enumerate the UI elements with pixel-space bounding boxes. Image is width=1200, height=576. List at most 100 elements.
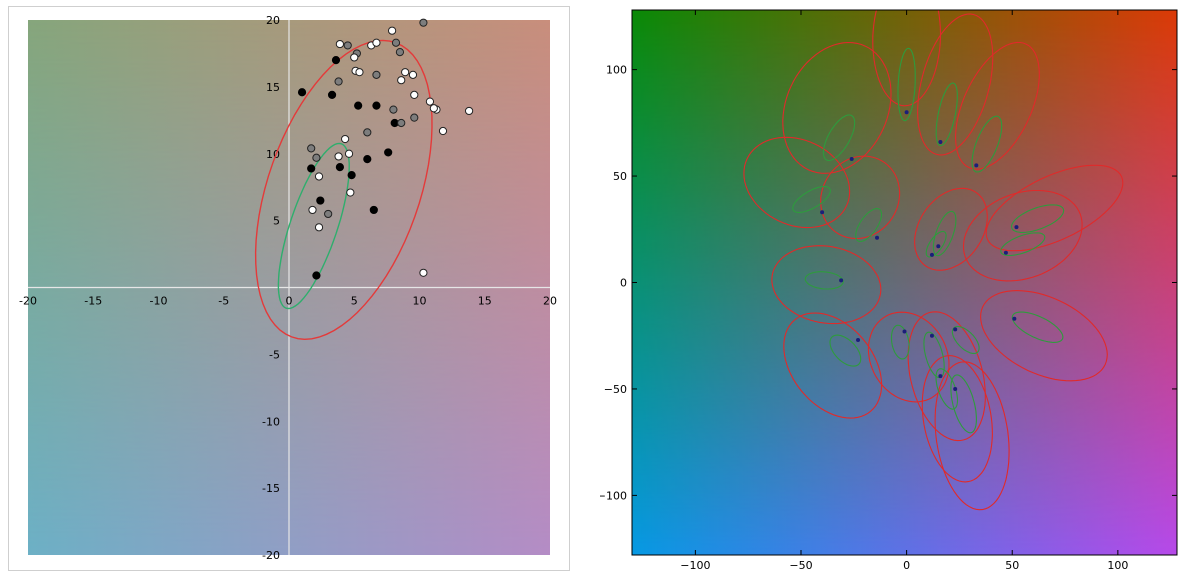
inner-ellipse <box>829 334 862 367</box>
white-point <box>397 76 406 85</box>
inner-ellipse <box>935 82 958 147</box>
x-tick-label: 5 <box>351 295 358 308</box>
data-point <box>953 386 958 391</box>
data-point <box>929 333 934 338</box>
x-tick-label: −100 <box>680 559 710 571</box>
gray-point <box>334 77 343 86</box>
white-point <box>344 149 354 158</box>
y-tick-label: 10 <box>266 148 280 161</box>
black-point <box>354 101 363 110</box>
y-tick-label: 15 <box>266 81 280 94</box>
y-tick-label: -10 <box>262 415 280 428</box>
outer-ellipse <box>917 13 994 156</box>
data-point <box>936 244 941 249</box>
white-point <box>335 39 344 49</box>
data-point <box>953 327 958 332</box>
inner-ellipse <box>971 115 1003 173</box>
inner-ellipse <box>855 208 883 242</box>
outer-ellipse <box>907 311 986 442</box>
data-point <box>902 329 907 334</box>
outer-ellipse <box>962 189 1083 282</box>
plot-area <box>743 10 1124 511</box>
y-tick-label: -15 <box>262 482 280 495</box>
outer-ellipse <box>985 164 1124 252</box>
white-point <box>341 134 350 144</box>
white-point <box>308 205 317 215</box>
data-point <box>929 252 934 257</box>
right-scatter-chart: −100 −50 0 50 100 −100 −50 0 50 100 <box>600 9 1178 571</box>
data-point <box>938 374 943 379</box>
x-tick-label: -15 <box>84 295 102 308</box>
white-point <box>387 26 397 35</box>
gray-point <box>312 153 321 162</box>
outer-ellipse <box>783 312 883 419</box>
white-point <box>314 223 324 232</box>
white-point <box>350 53 359 62</box>
gray-point <box>307 144 316 153</box>
white-point <box>410 90 419 100</box>
y-tick-label: −100 <box>600 489 627 502</box>
data-point <box>849 157 854 162</box>
white-point <box>408 70 418 79</box>
x-tick-label: −50 <box>789 559 812 571</box>
covariance-ellipse <box>254 39 433 341</box>
black-point <box>297 88 307 97</box>
black-point <box>307 164 316 173</box>
gray-point <box>397 118 406 128</box>
y-tick-label: -20 <box>262 549 280 562</box>
outer-ellipse <box>872 10 942 107</box>
black-point <box>327 90 337 100</box>
inner-ellipse <box>804 271 844 290</box>
data-point <box>938 139 943 144</box>
gray-point <box>389 105 398 114</box>
white-point <box>334 152 343 161</box>
inner-ellipse <box>1000 232 1046 257</box>
inner-ellipse <box>1011 311 1064 343</box>
x-tick-label: 20 <box>543 295 557 308</box>
gray-point <box>324 209 333 219</box>
y-tick-label: -5 <box>269 348 280 361</box>
white-point <box>464 106 474 116</box>
outer-ellipse <box>820 155 901 240</box>
data-point <box>904 110 909 115</box>
inner-ellipse <box>950 374 977 434</box>
x-tick-label: 100 <box>1107 559 1128 571</box>
y-tick-label: 0 <box>620 277 627 290</box>
data-point <box>875 235 880 240</box>
x-tick-label: 0 <box>903 559 910 571</box>
gray-point <box>391 38 401 47</box>
inner-ellipse <box>822 114 856 162</box>
y-tick-label: 20 <box>266 14 280 27</box>
data-point <box>974 163 979 168</box>
inner-ellipse <box>1010 204 1065 233</box>
inner-ellipse <box>792 185 831 213</box>
white-point <box>425 97 435 106</box>
outer-ellipse <box>782 41 892 174</box>
left-scatter-chart: -20 -20 -15 -15 -10 -10 -5 -5 0 5 5 10 10 15 15 20 20 <box>8 6 570 571</box>
black-point <box>384 148 393 157</box>
inner-ellipse <box>951 325 980 354</box>
outer-ellipse <box>914 187 988 271</box>
data-point <box>839 278 844 283</box>
gray-point <box>372 70 381 79</box>
black-point <box>312 271 321 280</box>
black-point <box>331 56 341 65</box>
x-tick-label: 50 <box>1005 559 1019 571</box>
white-point <box>372 38 381 47</box>
data-point <box>1012 316 1017 321</box>
inner-ellipse <box>890 324 910 360</box>
white-point <box>429 104 438 113</box>
plot-background <box>632 10 1177 555</box>
outer-ellipse <box>867 311 950 403</box>
white-point <box>355 68 364 77</box>
outer-ellipse <box>921 355 993 483</box>
x-tick-label: 15 <box>478 295 492 308</box>
outer-ellipse <box>743 136 851 229</box>
black-point <box>316 196 325 205</box>
black-point <box>369 205 378 215</box>
black-point <box>363 155 372 164</box>
black-point <box>335 163 344 172</box>
gray-point <box>343 41 352 50</box>
x-tick-label: 0 <box>286 295 293 308</box>
white-point <box>314 172 324 181</box>
